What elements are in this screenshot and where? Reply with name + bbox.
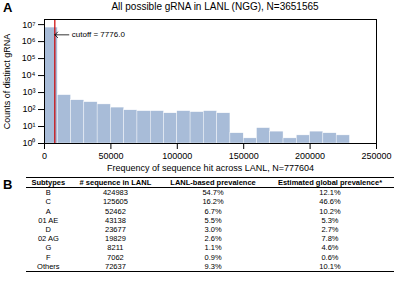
html-text:5.3%: 5.3% <box>321 215 339 225</box>
html-text:A: A <box>3 0 13 15</box>
html-text:72637: 72637 <box>105 261 126 271</box>
html-text:01 AE: 01 AE <box>38 215 59 225</box>
html-text:G: G <box>45 243 52 253</box>
html-text:8211: 8211 <box>107 243 124 253</box>
html-text:12.1%: 12.1% <box>319 188 341 198</box>
html-text:02 AG: 02 AG <box>37 234 59 244</box>
html-text:16.2%: 16.2% <box>202 197 224 207</box>
html-text:2.7%: 2.7% <box>321 225 339 234</box>
svg-text:0: 0 <box>42 151 47 161</box>
svg-text:cutoff = 7776.0: cutoff = 7776.0 <box>72 30 126 39</box>
html-text:C: C <box>45 197 51 207</box>
html-text:# sequence in LANL: # sequence in LANL <box>79 178 152 187</box>
html-text:19829: 19829 <box>105 234 126 244</box>
html-text:B: B <box>45 188 51 198</box>
html-text:10.1%: 10.1% <box>319 261 341 271</box>
html-text:B: B <box>3 177 13 192</box>
html-text:LANL-based prevalence: LANL-based prevalence <box>170 178 256 187</box>
html-text:9.3%: 9.3% <box>204 261 222 271</box>
svg-text:150000: 150000 <box>229 151 259 161</box>
html-text:Estimated global prevalence*: Estimated global prevalence* <box>277 178 383 187</box>
html-text:10.2%: 10.2% <box>319 206 341 216</box>
html-text:125605: 125605 <box>102 197 128 207</box>
svg-text:Counts of distinct gRNA: Counts of distinct gRNA <box>2 34 12 130</box>
svg-text:250000: 250000 <box>361 151 391 161</box>
html-text:0.9%: 0.9% <box>204 252 222 262</box>
svg-text:50000: 50000 <box>98 151 123 161</box>
html-text:54.7%: 54.7% <box>202 188 224 198</box>
html-text:0.6%: 0.6% <box>321 252 339 262</box>
svg-text:10⁷: 10⁷ <box>22 19 35 29</box>
svg-text:100000: 100000 <box>162 151 192 161</box>
html-text:4.6%: 4.6% <box>321 243 339 253</box>
svg-text:10⁴: 10⁴ <box>22 70 36 80</box>
html-text:5.5%: 5.5% <box>204 215 222 225</box>
html-text:Subtypes: Subtypes <box>31 178 66 187</box>
svg-text:Frequency of sequence hit acro: Frequency of sequence hit across LANL, N… <box>107 163 314 173</box>
html-text:A: A <box>45 206 51 216</box>
html-text:43138: 43138 <box>105 215 126 225</box>
svg-text:200000: 200000 <box>295 151 325 161</box>
svg-text:10⁵: 10⁵ <box>22 53 36 63</box>
svg-text:10¹: 10¹ <box>22 121 35 131</box>
html-text:7062: 7062 <box>107 252 124 262</box>
html-text:3.0%: 3.0% <box>204 225 222 234</box>
html-text:All possible gRNA in LANL (NGG: All possible gRNA in LANL (NGG), N=36515… <box>111 1 319 12</box>
svg-text:10²: 10² <box>22 104 35 114</box>
html-text:23677: 23677 <box>105 225 126 234</box>
svg-text:10³: 10³ <box>22 87 35 97</box>
html-text:D: D <box>45 225 51 234</box>
html-text:F: F <box>46 252 51 262</box>
html-text:6.7%: 6.7% <box>204 206 222 216</box>
html-text:424983: 424983 <box>102 188 128 198</box>
html-text:Others: Others <box>37 261 60 271</box>
svg-text:10⁰: 10⁰ <box>22 138 35 148</box>
svg-text:10⁶: 10⁶ <box>22 36 36 46</box>
html-text:46.6%: 46.6% <box>319 197 341 207</box>
html-text:52462: 52462 <box>105 206 126 216</box>
html-text:1.1%: 1.1% <box>204 243 222 253</box>
html-text:7.8%: 7.8% <box>321 234 339 244</box>
html-text:2.6%: 2.6% <box>204 234 222 244</box>
